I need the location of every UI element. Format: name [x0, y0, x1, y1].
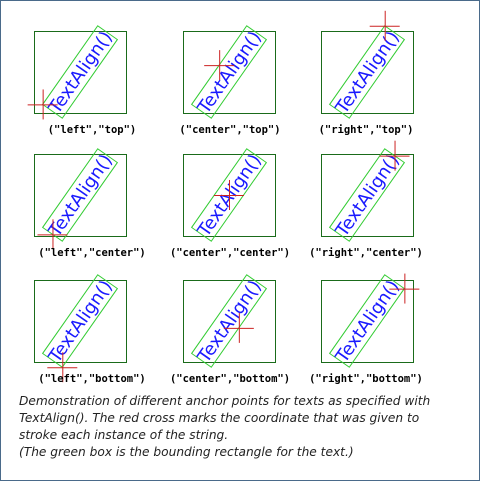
anchor-cross — [223, 312, 254, 343]
demo-cell-left-bottom: TextAlign() ("left","bottom") — [34, 274, 146, 385]
demo-cell-right-bottom: TextAlign() ("right","bottom") — [309, 273, 423, 385]
alignment-label: ("right","center") — [309, 247, 423, 259]
text-bounding-box — [328, 25, 406, 119]
anchor-cross — [214, 180, 244, 210]
cell-box — [321, 154, 414, 237]
demo-cell-left-center: TextAlign() ("left","center") — [34, 148, 146, 259]
demo-text: TextAlign() — [44, 276, 117, 367]
demo-cell-center-center: TextAlign()("center","center") — [170, 148, 290, 259]
cell-box — [34, 154, 127, 237]
anchor-cross — [47, 352, 78, 383]
cell-box — [321, 31, 414, 114]
demo-cell-left-top: TextAlign()("left","top") — [27, 25, 137, 136]
caption-line-1: Demonstration of different anchor points… — [19, 394, 431, 408]
demo-text: TextAlign() — [331, 276, 404, 367]
cell-box — [183, 31, 276, 114]
caption-line-3: stroke each instance of the string. — [19, 428, 229, 442]
demo-cell-right-top: TextAlign() ("right","top") — [319, 10, 414, 136]
cell-box — [183, 280, 276, 363]
alignment-label: ("left","center") — [38, 247, 145, 259]
alignment-label: ("left","bottom") — [38, 373, 145, 385]
demo-cell-center-top: TextAlign() ("center","top") — [179, 25, 281, 136]
rotated-text-group: TextAlign() — [190, 274, 268, 368]
demo-text: TextAlign() — [331, 150, 404, 241]
anchor-demo-diagram: TextAlign()("left","top")TextAlign()("ce… — [27, 10, 423, 385]
demo-text: TextAlign() — [44, 150, 117, 241]
text-bounding-box — [41, 274, 119, 368]
rotated-text-group: TextAlign() — [328, 25, 406, 119]
alignment-label: ("left","top") — [48, 124, 137, 136]
anchor-cross — [204, 50, 235, 81]
text-bounding-box — [328, 274, 406, 368]
alignment-label: ("center","top") — [179, 124, 280, 136]
demo-text: TextAlign() — [331, 27, 404, 118]
alignment-label: ("right","top") — [319, 124, 414, 136]
anchor-cross — [27, 89, 58, 120]
demo-cell-center-bottom: TextAlign() ("center","bottom") — [170, 274, 290, 385]
cell-box — [34, 280, 127, 363]
caption: Demonstration of different anchor points… — [19, 393, 469, 461]
alignment-label: ("center","center") — [170, 247, 290, 259]
rotated-text-group: TextAlign() — [190, 25, 268, 119]
alignment-label: ("center","bottom") — [170, 373, 290, 385]
anchor-cross — [389, 273, 420, 304]
anchor-cross — [369, 10, 400, 41]
demo-text: TextAlign() — [193, 27, 266, 118]
rotated-text-group: TextAlign() — [41, 274, 119, 368]
anchor-cross — [379, 140, 410, 171]
caption-line-2: TextAlign(). The red cross marks the coo… — [19, 411, 420, 425]
text-bounding-box — [190, 148, 268, 242]
cell-box — [321, 280, 414, 363]
cell-box — [183, 154, 276, 237]
rotated-text-group: TextAlign() — [328, 148, 406, 242]
demo-text: TextAlign() — [193, 276, 266, 367]
anchor-cross — [37, 219, 68, 250]
alignment-label: ("right","bottom") — [309, 373, 423, 385]
demo-cell-right-center: TextAlign() ("right","center") — [309, 140, 423, 259]
cell-box — [34, 31, 127, 114]
caption-line-4: (The green box is the bounding rectangle… — [19, 445, 354, 459]
text-bounding-box — [41, 25, 119, 119]
